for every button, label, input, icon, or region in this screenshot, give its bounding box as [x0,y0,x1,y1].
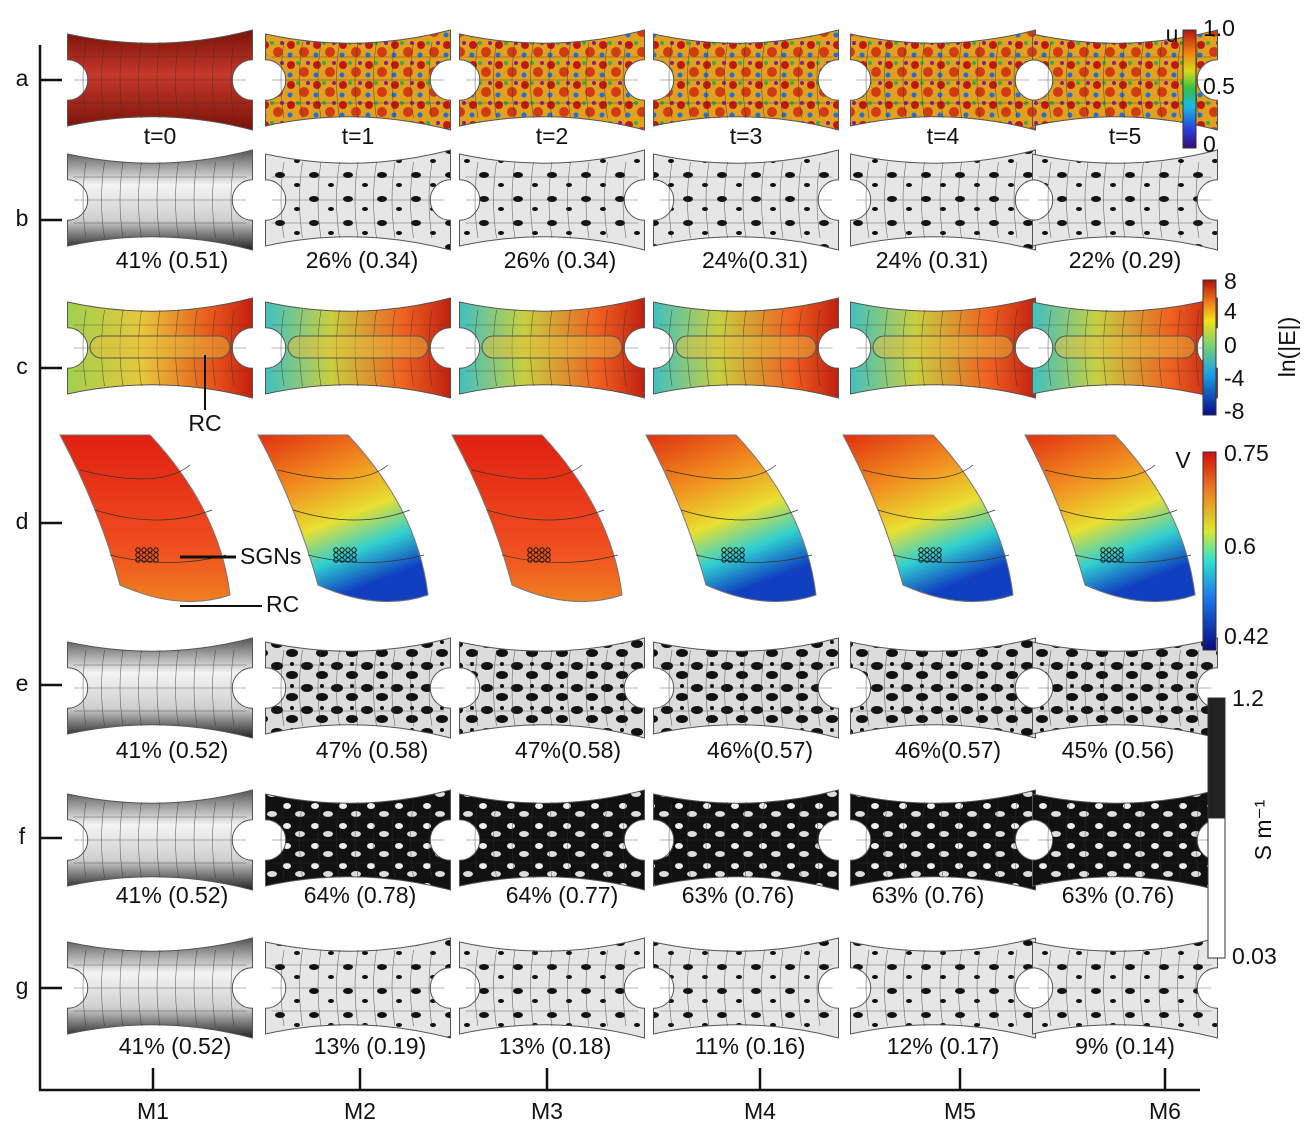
percent-label: 9% (0.14) [1075,1033,1175,1059]
potential-panel [452,435,622,602]
colorbar-tick-label: -8 [1224,398,1244,424]
row-label: b [16,205,29,231]
potential-panel [1025,435,1195,602]
row-label: d [16,508,29,534]
colorbar-title: V [1175,447,1191,473]
row-label: f [19,823,26,849]
electrode [676,336,816,358]
percent-label: 47%(0.58) [515,737,621,763]
figure: RC SGNs RC u ln(|E|) V S m⁻¹ a b c d e f g M1 t=… [0,0,1311,1130]
panels [60,30,1218,1038]
potential-panel [60,435,230,602]
potential-panel [258,435,428,602]
colorbar-tick-label: 0.6 [1224,533,1256,559]
percent-label: 41% (0.51) [116,247,229,273]
percent-label: 63% (0.76) [682,882,795,908]
percent-label: 63% (0.76) [872,882,985,908]
electrode [482,336,622,358]
colorbar [1208,698,1225,818]
row-label: a [16,65,29,91]
column-label: M1 [137,1098,169,1124]
percent-label: 63% (0.76) [1062,882,1175,908]
colorbar-tick-label: 0 [1224,332,1237,358]
colorbar-tick-label: 1.0 [1203,15,1235,41]
potential-panel [843,435,1013,602]
colorbar-tick-label: 0.03 [1232,943,1277,969]
colorbar-title: u [1166,21,1179,47]
colorbar-tick-label: 0.42 [1224,623,1269,649]
column-label: M4 [744,1098,776,1124]
percent-label: 46%(0.57) [895,737,1001,763]
percent-label: 26% (0.34) [306,247,419,273]
electrode [90,336,230,358]
colorbar-title: ln(|E|) [1274,317,1300,378]
potential-panel [646,435,816,602]
colorbar-tick-label: 4 [1224,298,1237,324]
colorbar-tick-label: 8 [1224,268,1237,294]
percent-label: 47% (0.58) [316,737,429,763]
colorbar [1203,280,1216,415]
time-label: t=3 [730,123,763,149]
colorbar [1208,818,1225,958]
percent-label: 11% (0.16) [695,1033,806,1059]
colorbar [1203,452,1216,650]
percent-label: 24%(0.31) [702,247,808,273]
colorbar-tick-label: 0.5 [1203,73,1235,99]
percent-label: 24% (0.31) [876,247,989,273]
column-label: M6 [1149,1098,1181,1124]
percent-label: 46%(0.57) [707,737,813,763]
percent-label: 12% (0.17) [887,1033,1000,1059]
percent-label: 41% (0.52) [116,882,229,908]
percent-label: 22% (0.29) [1069,247,1182,273]
percent-label: 41% (0.52) [119,1033,232,1059]
colorbar-tick-label: 0 [1203,131,1216,157]
colorbar-title: S m⁻¹ [1250,799,1276,860]
colorbar-tick-label: 1.2 [1232,685,1264,711]
column-label: M2 [344,1098,376,1124]
percent-label: 13% (0.19) [314,1033,427,1059]
electrode [1055,336,1195,358]
annotation: SGNs [240,543,301,569]
time-label: t=5 [1109,123,1142,149]
column-label: M3 [531,1098,563,1124]
annotation: RC [188,410,221,436]
colorbar [1183,30,1196,148]
time-label: t=1 [342,123,375,149]
time-label: t=0 [144,123,177,149]
colorbar-tick-label: 0.75 [1224,440,1269,466]
electrode [288,336,428,358]
percent-label: 45% (0.56) [1062,737,1175,763]
percent-label: 64% (0.77) [506,882,619,908]
row-label: e [16,670,29,696]
annotation: RC [266,591,299,617]
electrode [873,336,1013,358]
percent-label: 26% (0.34) [504,247,617,273]
row-label: c [16,353,28,379]
time-label: t=4 [927,123,960,149]
row-label: g [16,973,29,999]
percent-label: 41% (0.52) [116,737,229,763]
column-label: M5 [944,1098,976,1124]
percent-label: 64% (0.78) [304,882,417,908]
colorbar-tick-label: -4 [1224,365,1245,391]
time-label: t=2 [536,123,569,149]
percent-label: 13% (0.18) [499,1033,612,1059]
